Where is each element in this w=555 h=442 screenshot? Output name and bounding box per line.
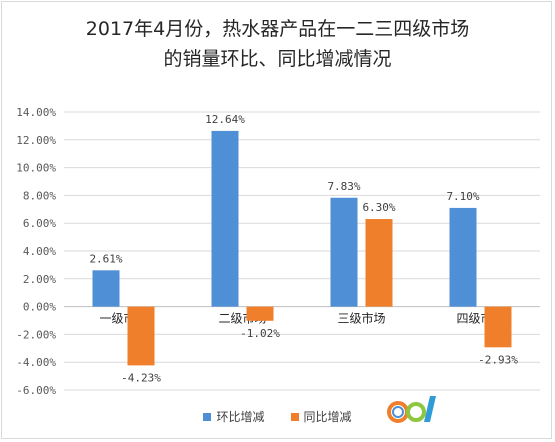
data-label: -4.23% [121, 371, 161, 384]
y-tick-label: 2.00% [23, 273, 56, 286]
legend-label-series-2: 同比增减 [303, 410, 352, 424]
data-label: 12.64% [205, 113, 245, 126]
y-tick-label: 14.00% [16, 106, 56, 119]
data-label: -1.02% [240, 327, 280, 340]
legend-item-series-2: 同比增减 [290, 408, 352, 425]
y-tick-label: 12.00% [16, 134, 56, 147]
bar-series-2 [484, 306, 512, 348]
bar-series-1 [211, 130, 239, 307]
data-label: 7.83% [327, 180, 360, 193]
y-tick-label: 10.00% [16, 162, 56, 175]
y-tick-label: -4.00% [16, 356, 56, 369]
chart-title-line-1: 2017年4月份，热水器产品在一二三四级市场 [85, 18, 470, 40]
ccq-logo-icon [387, 396, 436, 423]
bar-series-2 [365, 219, 393, 307]
data-label: 7.10% [446, 190, 479, 203]
y-tick-label: 4.00% [23, 245, 56, 258]
x-category-label: 三级市场 [337, 311, 385, 326]
bar-series-1 [449, 207, 477, 307]
chart-title: 2017年4月份，热水器产品在一二三四级市场 的销量环比、同比增减情况 [0, 14, 555, 74]
data-label: 6.30% [362, 201, 395, 214]
y-tick-label: 6.00% [23, 217, 56, 230]
y-tick-label: 0.00% [23, 301, 56, 314]
bar-series-2 [246, 306, 274, 321]
chart-legend: 环比增减 同比增减 [0, 408, 555, 425]
bar-series-1 [330, 197, 358, 307]
data-label: 2.61% [89, 252, 122, 265]
bar-series-2 [127, 306, 155, 366]
legend-label-series-1: 环比增减 [216, 410, 265, 424]
legend-swatch-series-2 [290, 412, 299, 421]
bar-series-1 [92, 270, 120, 307]
chart-title-line-2: 的销量环比、同比增减情况 [163, 48, 392, 70]
data-label: -2.93% [478, 353, 518, 366]
y-tick-label: -2.00% [16, 328, 56, 341]
y-tick-label: -6.00% [16, 384, 56, 397]
y-tick-label: 8.00% [23, 189, 56, 202]
legend-swatch-series-1 [203, 412, 212, 421]
legend-item-series-1: 环比增减 [203, 408, 265, 425]
